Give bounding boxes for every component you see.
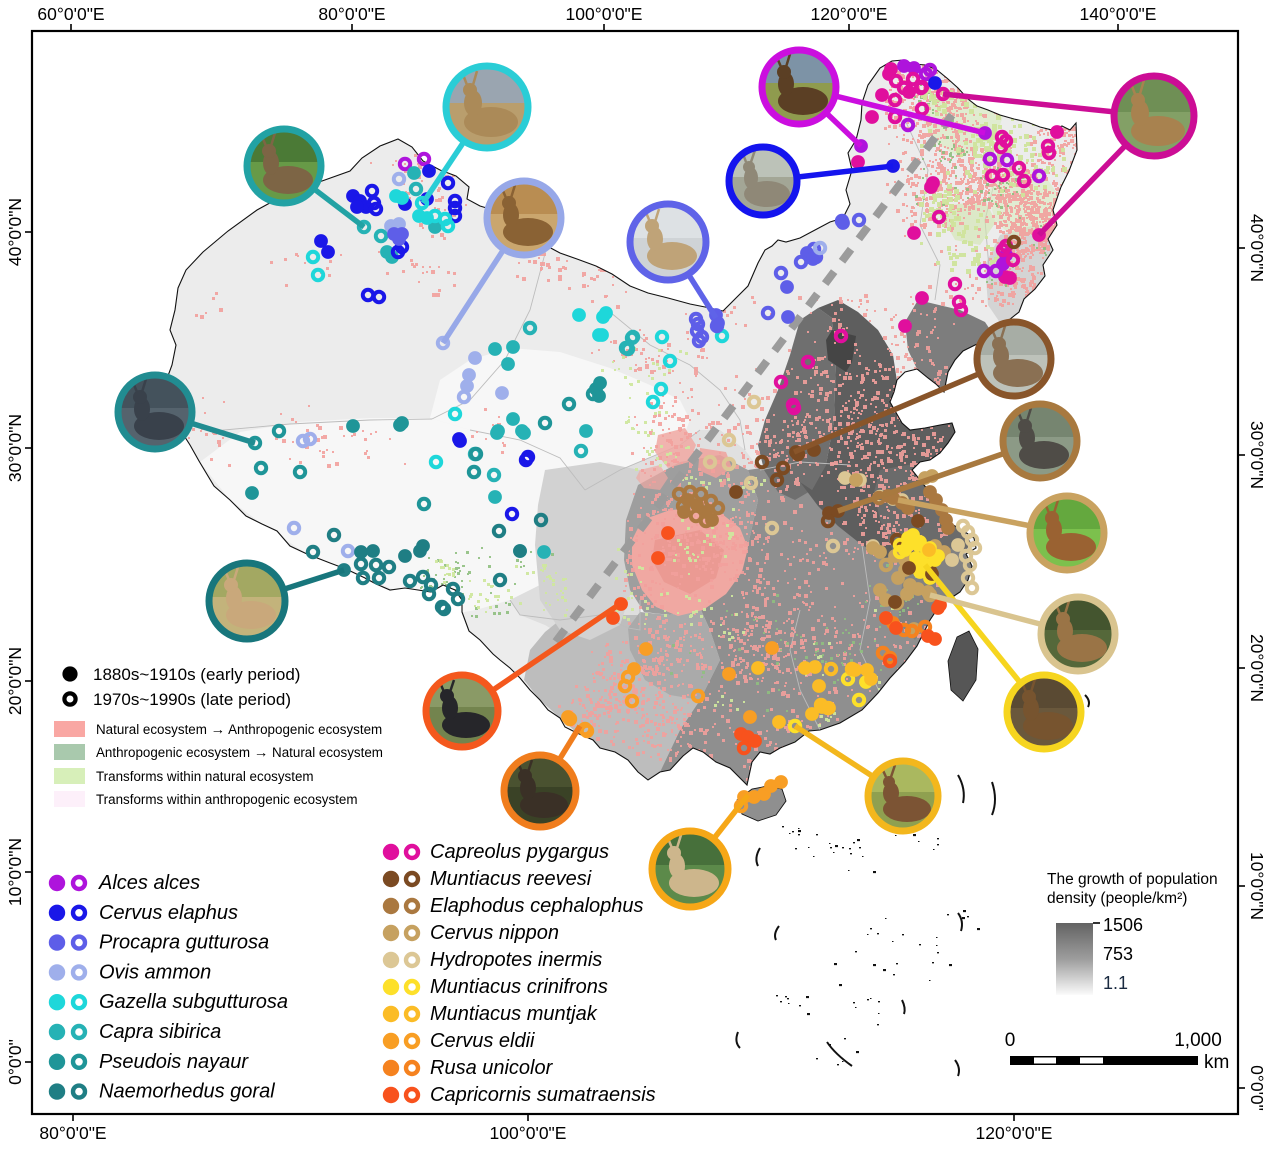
svg-text:Natural ecosystem → Anthropo: Natural ecosystem → Anthropogenic ecosys… — [96, 722, 382, 738]
svg-text:1,000: 1,000 — [1174, 1030, 1222, 1051]
svg-text:753: 753 — [1103, 944, 1133, 964]
svg-text:30°0'0"N: 30°0'0"N — [5, 414, 25, 482]
svg-text:Muntiacus crinifrons: Muntiacus crinifrons — [430, 976, 608, 998]
svg-text:0°0'0": 0°0'0" — [1247, 1065, 1267, 1111]
svg-text:Cervus elaphus: Cervus elaphus — [99, 902, 238, 924]
svg-text:Rusa unicolor: Rusa unicolor — [430, 1057, 554, 1079]
svg-text:Transforms within natural ecos: Transforms within natural ecosystem — [96, 769, 314, 784]
svg-text:Hydropotes inermis: Hydropotes inermis — [430, 949, 602, 971]
svg-text:10°0'0"N: 10°0'0"N — [1247, 852, 1267, 920]
svg-text:Muntiacus reevesi: Muntiacus reevesi — [430, 868, 592, 890]
svg-text:Ovis ammon: Ovis ammon — [99, 961, 211, 983]
svg-text:Muntiacus muntjak: Muntiacus muntjak — [430, 1003, 598, 1025]
svg-text:Capra sibirica: Capra sibirica — [99, 1021, 221, 1043]
svg-text:Cervus nippon: Cervus nippon — [430, 922, 559, 944]
svg-text:Elaphodus cephalophus: Elaphodus cephalophus — [430, 895, 644, 917]
svg-text:Gazella subgutturosa: Gazella subgutturosa — [99, 991, 288, 1013]
svg-text:40°0'0"N: 40°0'0"N — [1247, 214, 1267, 282]
svg-text:120°0'0"E: 120°0'0"E — [976, 1123, 1053, 1143]
svg-text:Pseudois nayaur: Pseudois nayaur — [99, 1051, 249, 1073]
svg-text:Capreolus pygargus: Capreolus pygargus — [430, 841, 609, 863]
svg-text:Alces alces: Alces alces — [98, 872, 200, 894]
svg-text:120°0'0"E: 120°0'0"E — [811, 4, 888, 24]
svg-text:density (people/km²): density (people/km²) — [1047, 890, 1187, 907]
svg-text:100°0'0"E: 100°0'0"E — [490, 1123, 567, 1143]
svg-text:Transforms within anthropogeni: Transforms within anthropogenic ecosyste… — [96, 792, 357, 807]
svg-text:0: 0 — [1005, 1030, 1016, 1051]
svg-text:20°0'0"N: 20°0'0"N — [1247, 634, 1267, 702]
svg-text:100°0'0"E: 100°0'0"E — [566, 4, 643, 24]
svg-text:60°0'0"E: 60°0'0"E — [37, 4, 104, 24]
svg-text:140°0'0"E: 140°0'0"E — [1080, 4, 1157, 24]
svg-text:80°0'0"E: 80°0'0"E — [318, 4, 385, 24]
svg-text:1970s~1990s (late period): 1970s~1990s (late period) — [93, 690, 291, 709]
svg-text:The growth of population: The growth of population — [1047, 871, 1218, 888]
svg-text:1880s~1910s (early period): 1880s~1910s (early period) — [93, 665, 300, 684]
svg-text:Capricornis sumatraensis: Capricornis sumatraensis — [430, 1084, 656, 1106]
svg-text:Anthropogenic ecosystem → Na: Anthropogenic ecosystem → Natural ecosys… — [96, 745, 383, 761]
svg-text:1506: 1506 — [1103, 915, 1143, 935]
svg-text:10°0'0"N: 10°0'0"N — [5, 838, 25, 906]
svg-text:km: km — [1204, 1052, 1229, 1073]
svg-text:0°0'0": 0°0'0" — [5, 1039, 25, 1085]
svg-text:20°0'0"N: 20°0'0"N — [5, 647, 25, 715]
svg-text:40°0'0"N: 40°0'0"N — [5, 198, 25, 266]
svg-text:Procapra gutturosa: Procapra gutturosa — [99, 932, 269, 954]
svg-text:1.1: 1.1 — [1103, 973, 1128, 993]
svg-text:80°0'0"E: 80°0'0"E — [39, 1123, 106, 1143]
svg-text:30°0'0"N: 30°0'0"N — [1247, 421, 1267, 489]
svg-text:Cervus eldii: Cervus eldii — [430, 1030, 535, 1052]
svg-text:Naemorhedus goral: Naemorhedus goral — [99, 1081, 275, 1103]
